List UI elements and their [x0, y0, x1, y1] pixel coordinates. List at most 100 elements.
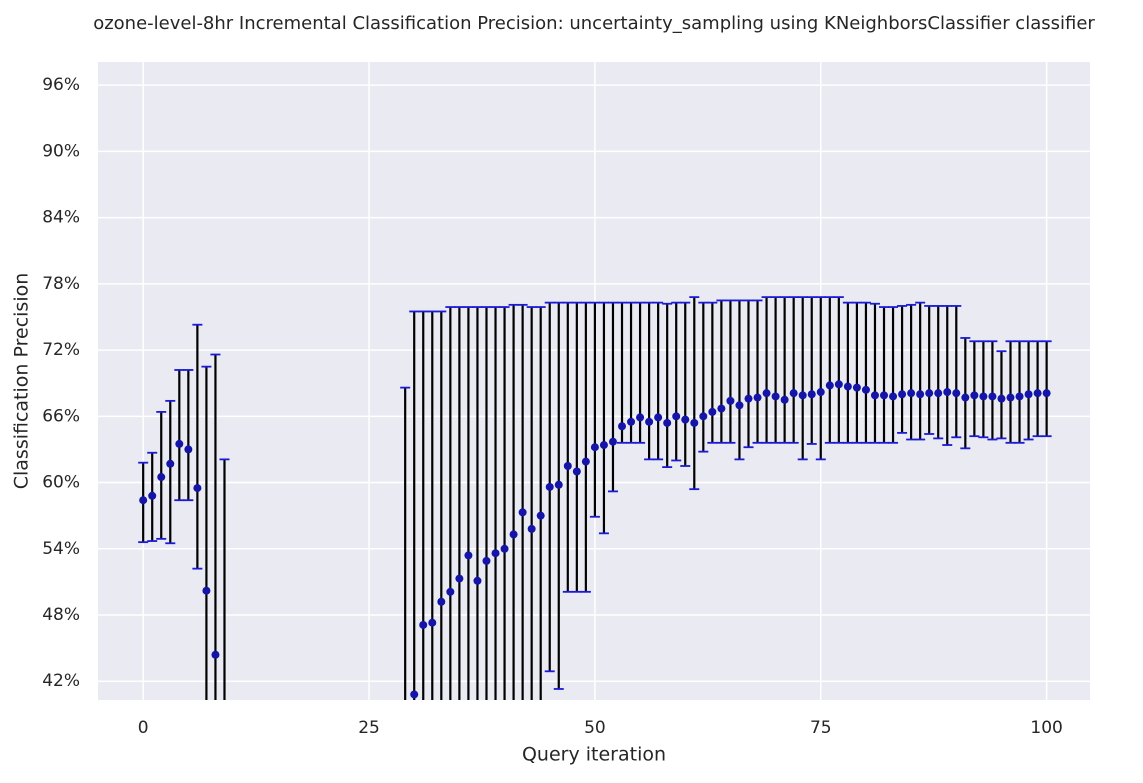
data-point	[843, 382, 852, 391]
data-point	[988, 392, 997, 401]
data-point	[536, 511, 545, 520]
data-point	[925, 389, 934, 398]
chart-title: ozone-level-8hr Incremental Classificati…	[93, 13, 1095, 34]
data-point	[834, 380, 843, 389]
data-point	[762, 389, 771, 398]
x-axis-label: Query iteration	[522, 744, 666, 766]
data-point	[753, 393, 762, 402]
data-point	[1033, 389, 1042, 398]
data-point	[410, 690, 419, 699]
data-point	[166, 459, 175, 468]
data-point	[1006, 393, 1015, 402]
data-point	[545, 482, 554, 491]
x-tick-label: 100	[1030, 718, 1062, 738]
data-point	[970, 391, 979, 400]
data-point	[798, 391, 807, 400]
data-point	[852, 383, 861, 392]
data-point	[934, 389, 943, 398]
data-point	[581, 457, 590, 466]
y-tick-label: 84%	[42, 208, 80, 228]
data-point	[645, 417, 654, 426]
data-point	[437, 597, 446, 606]
data-point	[681, 415, 690, 424]
data-point	[446, 587, 455, 596]
data-point	[428, 618, 437, 627]
data-point	[870, 391, 879, 400]
y-tick-label: 96%	[42, 75, 80, 95]
data-point	[880, 391, 889, 400]
data-point	[1024, 390, 1033, 399]
data-point	[1042, 389, 1051, 398]
data-point	[401, 721, 409, 729]
data-point	[157, 473, 166, 482]
data-point	[500, 544, 509, 553]
data-point	[744, 394, 753, 403]
data-point	[654, 413, 663, 422]
data-point	[889, 392, 898, 401]
marks	[138, 296, 1052, 751]
data-point	[618, 422, 627, 431]
data-point	[482, 556, 491, 565]
data-point	[473, 576, 482, 585]
data-point	[726, 396, 735, 405]
data-point	[627, 417, 636, 426]
data-point	[608, 437, 617, 446]
data-point	[220, 743, 228, 751]
data-point	[916, 390, 925, 399]
y-tick-label: 90%	[42, 141, 80, 161]
data-point	[211, 650, 220, 659]
data-point	[202, 586, 211, 595]
data-point	[663, 418, 672, 427]
data-point	[952, 389, 961, 398]
data-point	[807, 390, 816, 399]
data-point	[961, 393, 970, 402]
data-point	[771, 392, 780, 401]
data-point	[554, 480, 563, 489]
data-point	[861, 385, 870, 394]
data-point	[690, 418, 699, 427]
data-point	[780, 395, 789, 404]
x-tick-label: 50	[584, 718, 606, 738]
data-point	[672, 412, 681, 421]
y-tick-label: 60%	[42, 473, 80, 493]
data-point	[1015, 392, 1024, 401]
data-point	[907, 389, 916, 398]
data-point	[979, 392, 988, 401]
y-tick-label: 48%	[42, 605, 80, 625]
data-point	[572, 467, 581, 476]
data-point	[464, 551, 473, 560]
data-point	[193, 484, 202, 493]
x-tick-label: 75	[810, 718, 832, 738]
data-point	[139, 496, 148, 505]
data-point	[708, 407, 717, 416]
data-point	[699, 412, 708, 421]
data-point	[825, 381, 834, 390]
data-point	[509, 530, 518, 539]
data-point	[599, 441, 608, 450]
data-point	[563, 461, 572, 470]
y-tick-label: 54%	[42, 539, 80, 559]
data-point	[518, 508, 527, 517]
data-point	[527, 524, 536, 533]
data-point	[943, 388, 952, 397]
data-point	[717, 404, 726, 413]
y-tick-label: 42%	[42, 671, 80, 691]
data-point	[997, 394, 1006, 403]
data-point	[816, 388, 825, 397]
data-point	[455, 574, 464, 583]
y-tick-label: 78%	[42, 274, 80, 294]
data-point	[148, 491, 157, 500]
data-point	[898, 390, 907, 399]
data-point	[735, 401, 744, 410]
data-point	[636, 413, 645, 422]
y-tick-label: 72%	[42, 340, 80, 360]
data-point	[491, 549, 500, 558]
data-point	[789, 389, 798, 398]
data-point	[184, 445, 193, 454]
y-axis-label: Classification Precision	[11, 273, 33, 490]
data-point	[419, 620, 428, 629]
y-tick-label: 66%	[42, 406, 80, 426]
data-point	[175, 439, 184, 448]
x-tick-label: 0	[138, 718, 149, 738]
